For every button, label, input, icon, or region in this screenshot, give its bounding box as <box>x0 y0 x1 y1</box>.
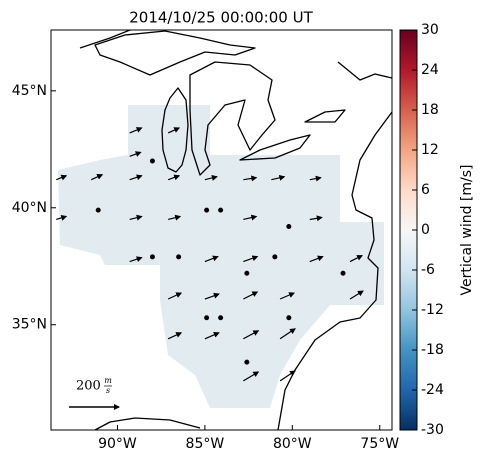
wind-arrow <box>349 290 364 300</box>
map-title: 2014/10/25 00:00:00 UT <box>129 9 313 27</box>
wind-arrow <box>167 174 181 181</box>
wind-arrow <box>167 127 181 134</box>
wind-arrow <box>129 151 142 157</box>
wind-arrow <box>271 174 286 181</box>
wind-arrow <box>309 215 323 222</box>
wind-arrow <box>204 255 219 263</box>
wind-arrow <box>168 214 182 221</box>
station-dot <box>95 207 101 213</box>
map-frame <box>50 29 393 431</box>
y-tick-label: 35°N <box>12 317 47 333</box>
wind-arrow <box>243 175 258 182</box>
colorbar-tick-label: -18 <box>421 342 444 358</box>
y-tick-label: 45°N <box>12 83 47 99</box>
wind-arrow <box>243 330 260 340</box>
colorbar-tick-label: -12 <box>421 302 444 318</box>
wind-arrow <box>204 292 220 300</box>
wind-arrow <box>243 255 259 263</box>
wind-arrow <box>309 255 324 263</box>
wind-arrow <box>56 174 68 181</box>
x-tick-label: 85°W <box>186 436 225 452</box>
colorbar-tick-label: 12 <box>421 142 439 158</box>
wind-arrow <box>56 215 68 221</box>
wind-arrow <box>167 292 183 300</box>
wind-arrow <box>243 371 260 382</box>
y-tick-label: 40°N <box>12 200 47 216</box>
x-tick-label: 75°W <box>360 436 399 452</box>
wind-arrow <box>204 175 218 181</box>
wind-arrow <box>243 291 259 300</box>
station-dot <box>149 158 155 164</box>
reference-vector-label: 200 <box>76 379 101 394</box>
station-dot <box>204 315 210 321</box>
wind-arrow <box>129 174 143 181</box>
wind-arrow <box>90 174 104 181</box>
colorbar-tick-label: 0 <box>421 222 430 238</box>
wind-field-area <box>58 105 384 408</box>
station-dot <box>340 270 346 276</box>
wind-arrow <box>279 292 296 300</box>
wind-arrow <box>129 214 143 221</box>
wind-arrow <box>129 127 143 134</box>
wind-arrow <box>349 255 363 263</box>
reference-unit-top: m <box>104 376 112 385</box>
colorbar-tick-label: -6 <box>421 262 435 278</box>
wind-arrow <box>129 256 143 263</box>
x-tick-label: 90°W <box>98 436 137 452</box>
station-dot <box>218 207 224 213</box>
station-dot <box>204 207 210 213</box>
wind-arrow <box>309 175 322 182</box>
colorbar-tick-label: 18 <box>421 102 439 118</box>
station-dot <box>176 254 182 260</box>
coastlines <box>79 29 393 431</box>
colorbar-tick-label: -30 <box>421 422 444 438</box>
station-dot <box>272 254 278 260</box>
wind-arrow <box>167 332 183 340</box>
reference-unit-bottom: s <box>106 386 110 395</box>
colorbar-tick-label: 24 <box>421 62 439 78</box>
colorbar-tick-label: 30 <box>421 22 439 38</box>
wind-arrow <box>279 328 296 340</box>
station-dot <box>218 315 224 321</box>
station-dot <box>286 315 292 321</box>
colorbar-tick-label: -24 <box>421 382 444 398</box>
station-dot <box>286 223 292 229</box>
wind-arrow <box>243 214 258 221</box>
station-dot <box>244 270 250 276</box>
wind-arrow <box>204 331 220 340</box>
colorbar-tick-label: 6 <box>421 182 430 198</box>
x-tick-label: 80°W <box>273 436 312 452</box>
colorbar-label: Vertical wind [m/s] <box>459 165 475 296</box>
station-dot <box>244 359 250 365</box>
station-dot <box>149 254 155 260</box>
wind-arrow <box>279 370 296 382</box>
